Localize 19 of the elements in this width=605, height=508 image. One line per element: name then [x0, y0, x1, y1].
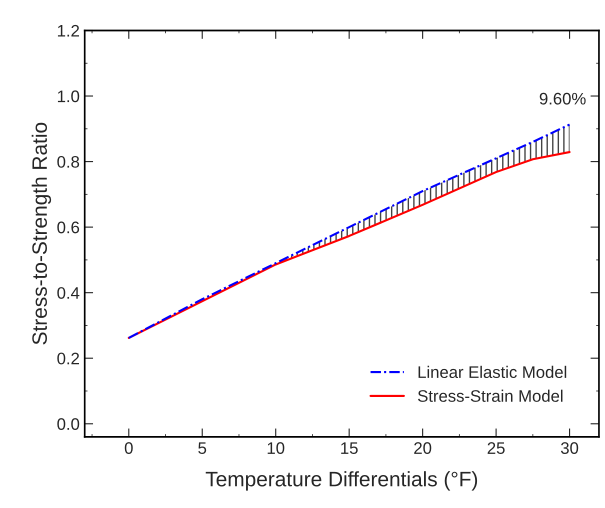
- x-tick-label: 15: [341, 442, 358, 454]
- y-tick-label: 0.8: [57, 156, 80, 168]
- x-tick-label: 25: [488, 442, 505, 454]
- y-tick-label: 1.0: [58, 90, 80, 102]
- x-tick-label: 10: [268, 442, 284, 454]
- legend-label: Linear Elastic Model: [418, 366, 566, 378]
- x-tick-label: 20: [414, 442, 432, 454]
- annotation: 9.60%: [540, 92, 586, 105]
- y-tick-label: 1.2: [58, 24, 80, 37]
- y-tick-label: 0.0: [57, 418, 80, 430]
- y-axis-title: Stress-to-Strength Ratio: [32, 122, 52, 344]
- x-tick-label: 5: [198, 442, 206, 454]
- x-axis-title: Temperature Differentials (°F): [206, 471, 478, 491]
- y-tick-label: 0.6: [57, 222, 80, 234]
- x-tick-label: 30: [560, 442, 578, 454]
- y-tick-label: 0.4: [57, 287, 80, 299]
- y-tick-label: 0.2: [57, 352, 80, 364]
- x-tick-label: 0: [124, 442, 133, 454]
- legend-label: Stress-Strain Model: [418, 390, 562, 402]
